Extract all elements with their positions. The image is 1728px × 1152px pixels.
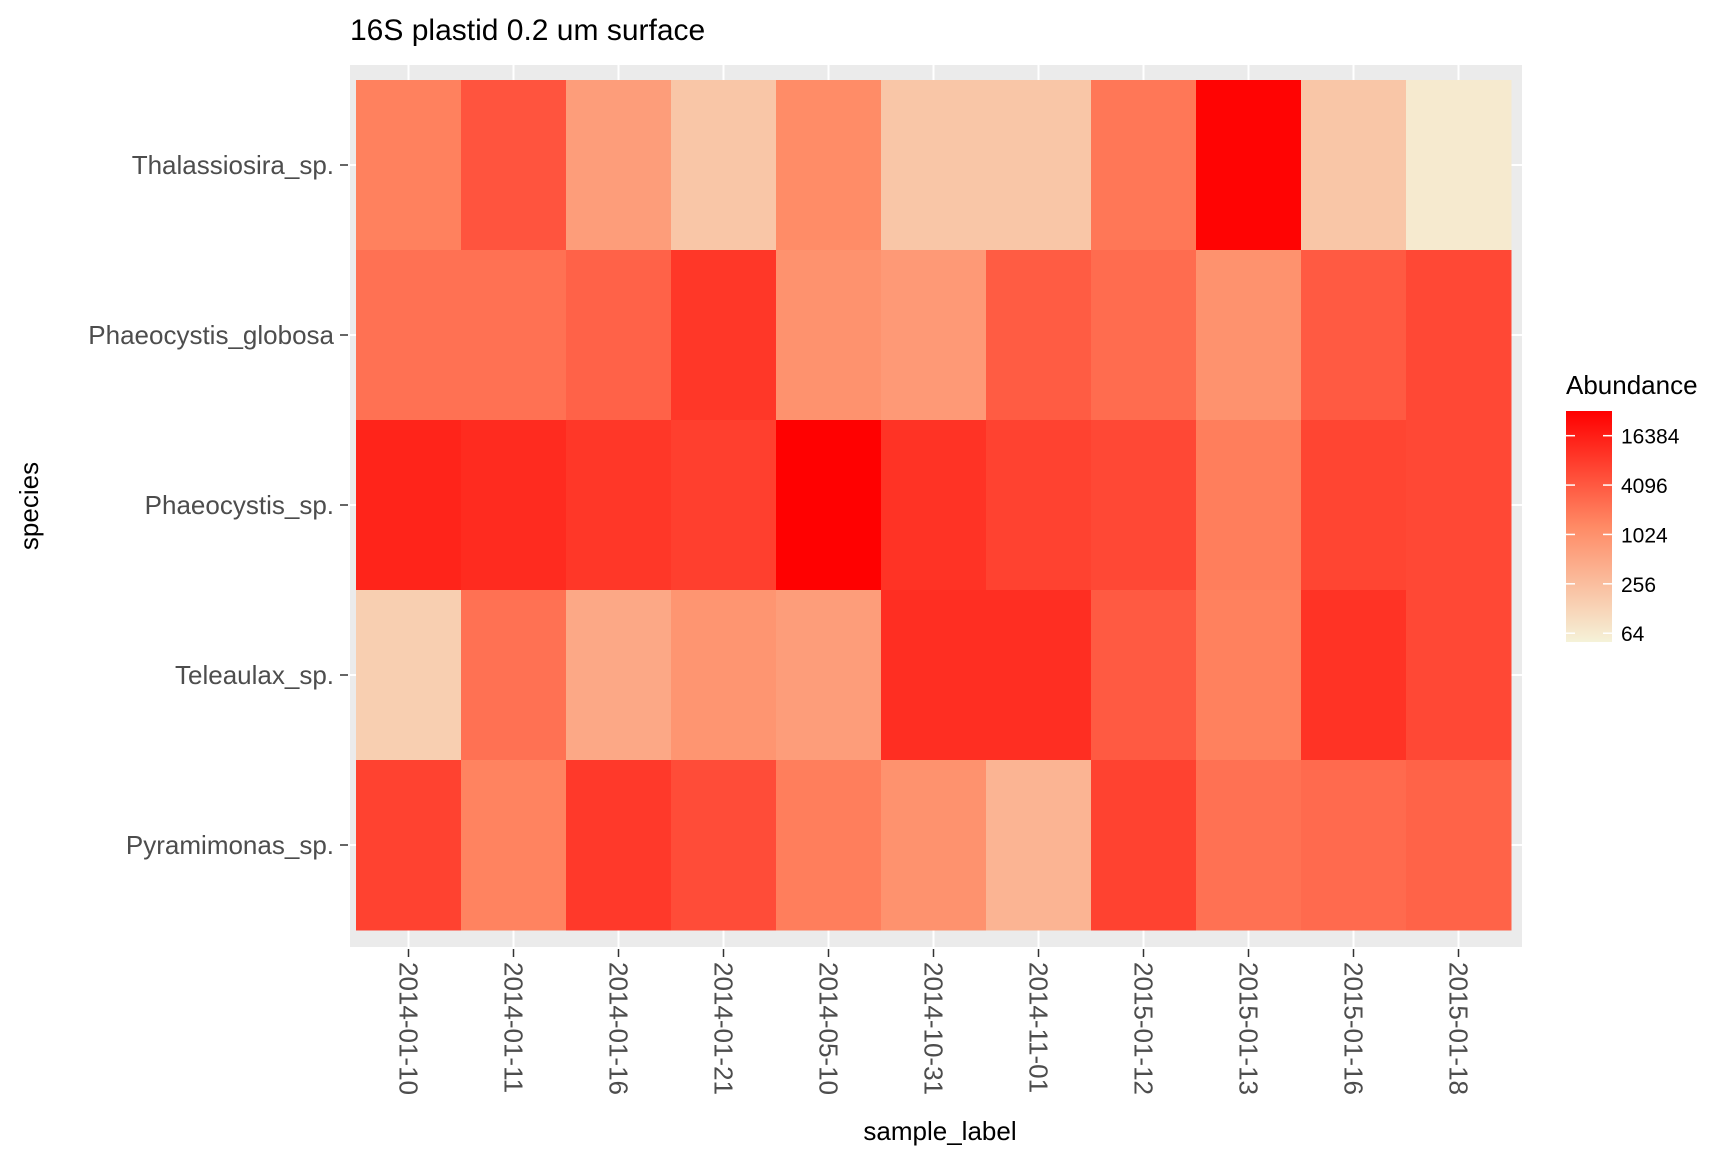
heatmap-cell — [776, 80, 882, 251]
heatmap-cell — [881, 80, 987, 251]
heatmap-cell — [986, 80, 1092, 251]
x-axis-title: sample_label — [863, 1116, 1016, 1146]
x-tick-label: 2014-01-21 — [709, 962, 739, 1095]
legend-tick-label: 16384 — [1621, 426, 1680, 449]
heatmap-cell — [986, 760, 1092, 931]
heatmap-cell — [671, 760, 777, 931]
heatmap-cell — [461, 80, 567, 251]
heatmap-cell — [1196, 250, 1302, 421]
heatmap-cell — [1301, 80, 1407, 251]
heatmap-cell — [881, 420, 987, 591]
y-tick-label: Pyramimonas_sp. — [126, 830, 334, 860]
heatmap-cell — [461, 760, 567, 931]
heatmap-cell — [671, 80, 777, 251]
x-tick-label: 2014-01-11 — [499, 962, 529, 1093]
x-tick-label: 2014-11-01 — [1024, 962, 1054, 1093]
x-tick-label: 2015-01-16 — [1339, 962, 1369, 1095]
heatmap-cell — [1196, 760, 1302, 931]
heatmap-cell — [461, 590, 567, 761]
x-tick-label: 2014-01-16 — [604, 962, 634, 1095]
heatmap-cell — [356, 760, 462, 931]
heatmap-cell — [1091, 590, 1197, 761]
y-tick-label: Phaeocystis_sp. — [145, 490, 334, 520]
y-axis-ticks: Thalassiosira_sp. Phaeocystis_globosa Phae… — [88, 150, 348, 860]
heatmap-cell — [671, 420, 777, 591]
heatmap-cell — [1091, 250, 1197, 421]
legend-tick-label: 1024 — [1621, 524, 1668, 547]
heatmap-cell — [776, 590, 882, 761]
heatmap-cell — [356, 420, 462, 591]
legend-ticks: 64 256 1024 4096 16384 — [1566, 426, 1680, 646]
heatmap-cell — [986, 250, 1092, 421]
heatmap-cell — [1091, 80, 1197, 251]
heatmap-cell — [1196, 590, 1302, 761]
heatmap-cell — [1301, 590, 1407, 761]
heatmap-cell — [671, 250, 777, 421]
legend-tick-label: 64 — [1621, 623, 1645, 646]
heatmap-cell — [881, 760, 987, 931]
heatmap-cell — [1091, 420, 1197, 591]
heatmap-cell — [671, 590, 777, 761]
color-legend: Abundance 64 256 1024 4096 16384 — [1566, 370, 1698, 646]
heatmap-cell — [1301, 760, 1407, 931]
heatmap-cell — [356, 250, 462, 421]
heatmap-cell — [776, 760, 882, 931]
chart-title: 16S plastid 0.2 um surface — [350, 14, 705, 47]
heatmap-cell — [1406, 590, 1512, 761]
heatmap-cell — [776, 250, 882, 421]
heatmap-cell — [986, 590, 1092, 761]
heatmap-cell — [461, 420, 567, 591]
heatmap-cell — [776, 420, 882, 591]
y-axis-title: species — [14, 462, 44, 550]
heatmap-cell — [566, 80, 672, 251]
x-tick-label: 2015-01-12 — [1129, 962, 1159, 1095]
legend-title: Abundance — [1566, 370, 1698, 400]
heatmap-cell — [1406, 80, 1512, 251]
heatmap-cell — [461, 250, 567, 421]
heatmap-cell — [356, 590, 462, 761]
legend-tick-label: 4096 — [1621, 475, 1668, 498]
heatmap-tiles — [350, 65, 1522, 947]
x-tick-label: 2014-05-10 — [814, 962, 844, 1095]
y-tick-label: Phaeocystis_globosa — [88, 320, 334, 350]
heatmap-cell — [356, 80, 462, 251]
heatmap-cell — [1196, 420, 1302, 591]
heatmap-cell — [1091, 760, 1197, 931]
x-axis-ticks: 2014-01-10 2014-01-11 2014-01-16 2014-01-21… — [394, 949, 1474, 1095]
x-tick-label: 2015-01-13 — [1234, 962, 1264, 1095]
y-tick-label: Thalassiosira_sp. — [132, 150, 334, 180]
x-tick-label: 2014-10-31 — [919, 962, 949, 1095]
x-tick-label: 2015-01-18 — [1444, 962, 1474, 1095]
heatmap-cell — [566, 420, 672, 591]
heatmap-cell — [1196, 80, 1302, 251]
heatmap-cell — [1406, 760, 1512, 931]
legend-colorbar — [1566, 411, 1612, 642]
heatmap-cell — [1301, 420, 1407, 591]
legend-tick-label: 256 — [1621, 574, 1656, 597]
heatmap-cell — [986, 420, 1092, 591]
heatmap-cell — [881, 250, 987, 421]
y-tick-label: Teleaulax_sp. — [175, 660, 334, 690]
heatmap-cell — [1301, 250, 1407, 421]
heatmap-cell — [1406, 250, 1512, 421]
heatmap-cell — [566, 250, 672, 421]
x-tick-label: 2014-01-10 — [394, 962, 424, 1095]
heatmap-cell — [1406, 420, 1512, 591]
heatmap-cell — [566, 590, 672, 761]
heatmap-cell — [566, 760, 672, 931]
heatmap-cell — [881, 590, 987, 761]
